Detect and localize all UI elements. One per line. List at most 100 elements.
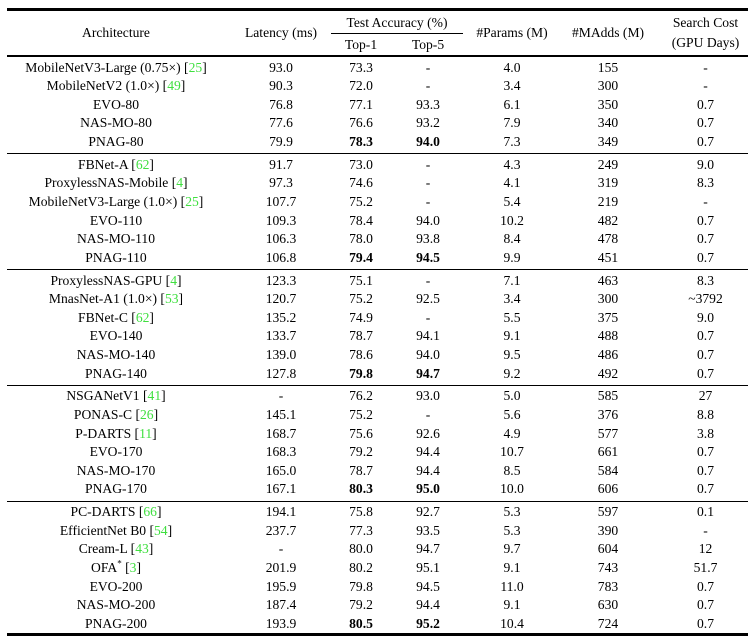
architecture-name: ProxylessNAS-Mobile [4] (44, 175, 188, 191)
architecture-name: PNAG-80 (88, 133, 144, 149)
params-value: 7.3 (503, 133, 521, 149)
citation-ref[interactable]: 49 (167, 78, 181, 94)
architecture-name: NAS-MO-170 (76, 462, 156, 478)
cost-value: - (703, 522, 708, 538)
table-row: NAS-MO-110 106.3 78.0 93.8 8.4 478 0.7 (0, 230, 755, 249)
cost-value: 0.7 (697, 481, 714, 497)
table-row: PNAG-110 106.8 79.4 94.5 9.9 451 0.7 (0, 249, 755, 268)
top1-value: 75.6 (349, 425, 373, 441)
top1-value: 79.8 (349, 365, 373, 381)
architecture-name: NSGANetV1 [41] (66, 388, 166, 404)
citation-ref[interactable]: 43 (135, 541, 149, 557)
madds-value: 486 (597, 346, 619, 362)
top5-value: - (425, 78, 431, 94)
params-value: 5.3 (503, 504, 521, 520)
params-value: 6.1 (503, 96, 521, 112)
column-header-top1: Top-1 (344, 37, 378, 52)
madds-value: 463 (597, 272, 619, 288)
architecture-name: MobileNetV3-Large (0.75×) [25] (25, 59, 207, 75)
architecture-name: EVO-80 (92, 96, 140, 112)
top1-value: 75.2 (349, 291, 373, 307)
architecture-name: EfficientNet B0 [54] (59, 522, 173, 538)
architecture-name: OFA* [3] (91, 558, 141, 576)
citation-ref[interactable]: 62 (135, 156, 150, 172)
top5-value: 92.5 (416, 291, 440, 307)
top1-value: 76.2 (349, 388, 373, 404)
top1-value: 79.4 (349, 249, 373, 265)
citation-ref[interactable]: 54 (154, 522, 168, 538)
madds-value: 584 (597, 462, 619, 478)
citation-ref[interactable]: 62 (135, 309, 150, 325)
top5-value: 94.7 (416, 365, 440, 381)
top1-value: 79.8 (349, 578, 373, 594)
citation-ref[interactable]: 41 (147, 388, 162, 404)
params-value: 9.9 (503, 249, 521, 265)
latency-value: 187.4 (265, 597, 297, 613)
cost-value: 0.7 (697, 615, 714, 631)
top1-value: 75.2 (349, 193, 373, 209)
top5-value: 93.8 (416, 231, 440, 247)
params-value: 9.7 (503, 541, 521, 557)
top5-value: 93.5 (416, 522, 440, 538)
cost-value: 0.7 (697, 444, 714, 460)
top5-value: 93.3 (416, 96, 440, 112)
top5-value: 94.4 (416, 597, 440, 613)
top5-value: - (425, 193, 431, 209)
cost-value: 27 (698, 388, 713, 404)
params-value: 8.4 (503, 231, 521, 247)
table-row: PC-DARTS [66] 194.1 75.8 92.7 5.3 597 0.1 (0, 503, 755, 522)
cost-value: 0.7 (697, 115, 714, 131)
params-value: 4.1 (503, 175, 521, 191)
cost-value: 8.3 (697, 175, 714, 191)
citation-ref[interactable]: 25 (188, 59, 203, 75)
top1-value: 73.0 (349, 156, 373, 172)
latency-value: - (278, 388, 284, 404)
madds-value: 478 (597, 231, 619, 247)
citation-ref[interactable]: 3 (129, 560, 137, 576)
column-header-top5: Top-5 (411, 37, 445, 52)
params-value: 11.0 (500, 578, 524, 594)
citation-ref[interactable]: 66 (143, 504, 157, 520)
table-row: NAS-MO-200 187.4 79.2 94.4 9.1 630 0.7 (0, 596, 755, 615)
cost-value: - (703, 78, 708, 94)
top1-value: 78.7 (349, 462, 373, 478)
table-row: OFA* [3] 201.9 80.2 95.1 9.1 743 51.7 (0, 559, 755, 578)
citation-ref[interactable]: 11 (139, 425, 153, 441)
params-value: 4.0 (503, 59, 521, 75)
latency-value: 237.7 (265, 522, 297, 538)
citation-ref[interactable]: 4 (170, 272, 177, 288)
table-row: NSGANetV1 [41] - 76.2 93.0 5.0 585 27 (0, 387, 755, 406)
citation-ref[interactable]: 4 (176, 175, 184, 191)
madds-value: 492 (597, 365, 619, 381)
cost-value: 51.7 (693, 560, 718, 576)
madds-value: 783 (597, 578, 619, 594)
madds-value: 319 (597, 175, 619, 191)
citation-ref[interactable]: 26 (139, 407, 154, 423)
madds-value: 604 (597, 541, 619, 557)
top5-value: - (425, 272, 431, 288)
citation-ref[interactable]: 53 (164, 291, 179, 307)
architecture-name: EVO-200 (89, 578, 143, 594)
cost-value: 12 (698, 541, 713, 557)
params-value: 5.6 (503, 407, 521, 423)
table-row: PONAS-C [26] 145.1 75.2 - 5.6 376 8.8 (0, 406, 755, 425)
citation-ref[interactable]: 25 (185, 193, 199, 209)
params-value: 3.4 (503, 291, 521, 307)
top1-value: 76.6 (349, 115, 373, 131)
top1-value: 72.0 (349, 78, 373, 94)
madds-value: 724 (597, 615, 619, 631)
top1-value: 80.2 (349, 560, 373, 576)
search-cost-line1: Search Cost (672, 15, 739, 30)
top1-value: 79.2 (349, 597, 373, 613)
madds-value: 340 (597, 115, 619, 131)
column-group-test-accuracy: Test Accuracy (%) Top-1 Top-5 (330, 11, 464, 55)
top1-value: 78.4 (349, 212, 373, 228)
madds-value: 350 (597, 96, 619, 112)
cost-value: 0.7 (697, 346, 714, 362)
table-row: MobileNetV3-Large (0.75×) [25] 93.0 73.3 - 4… (0, 59, 755, 78)
top5-value: 94.4 (416, 462, 440, 478)
madds-value: 219 (597, 193, 619, 209)
madds-value: 376 (597, 407, 619, 423)
top5-value: 94.7 (416, 541, 440, 557)
